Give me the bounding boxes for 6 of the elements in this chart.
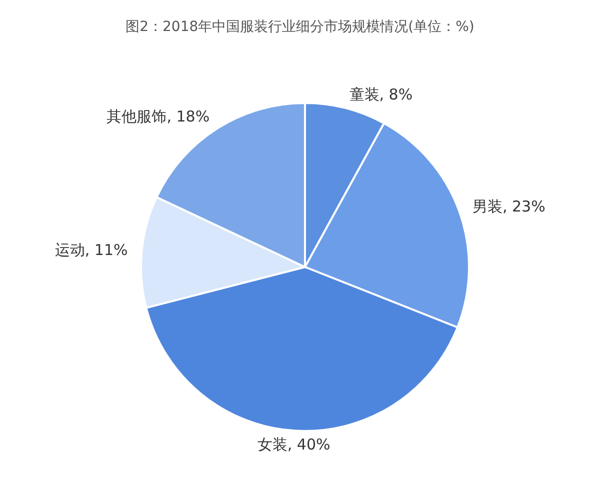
slice-label: 童装, 8% [349,86,413,104]
slice-label: 男装, 23% [472,198,546,216]
slice-label: 运动, 11% [54,241,128,260]
slice-label: 其他服饰, 18% [106,108,210,126]
chart-title: 图2：2018年中国服装行业细分市场规模情况(单位：%) [124,18,476,36]
slice-label: 女装, 40% [257,436,330,454]
